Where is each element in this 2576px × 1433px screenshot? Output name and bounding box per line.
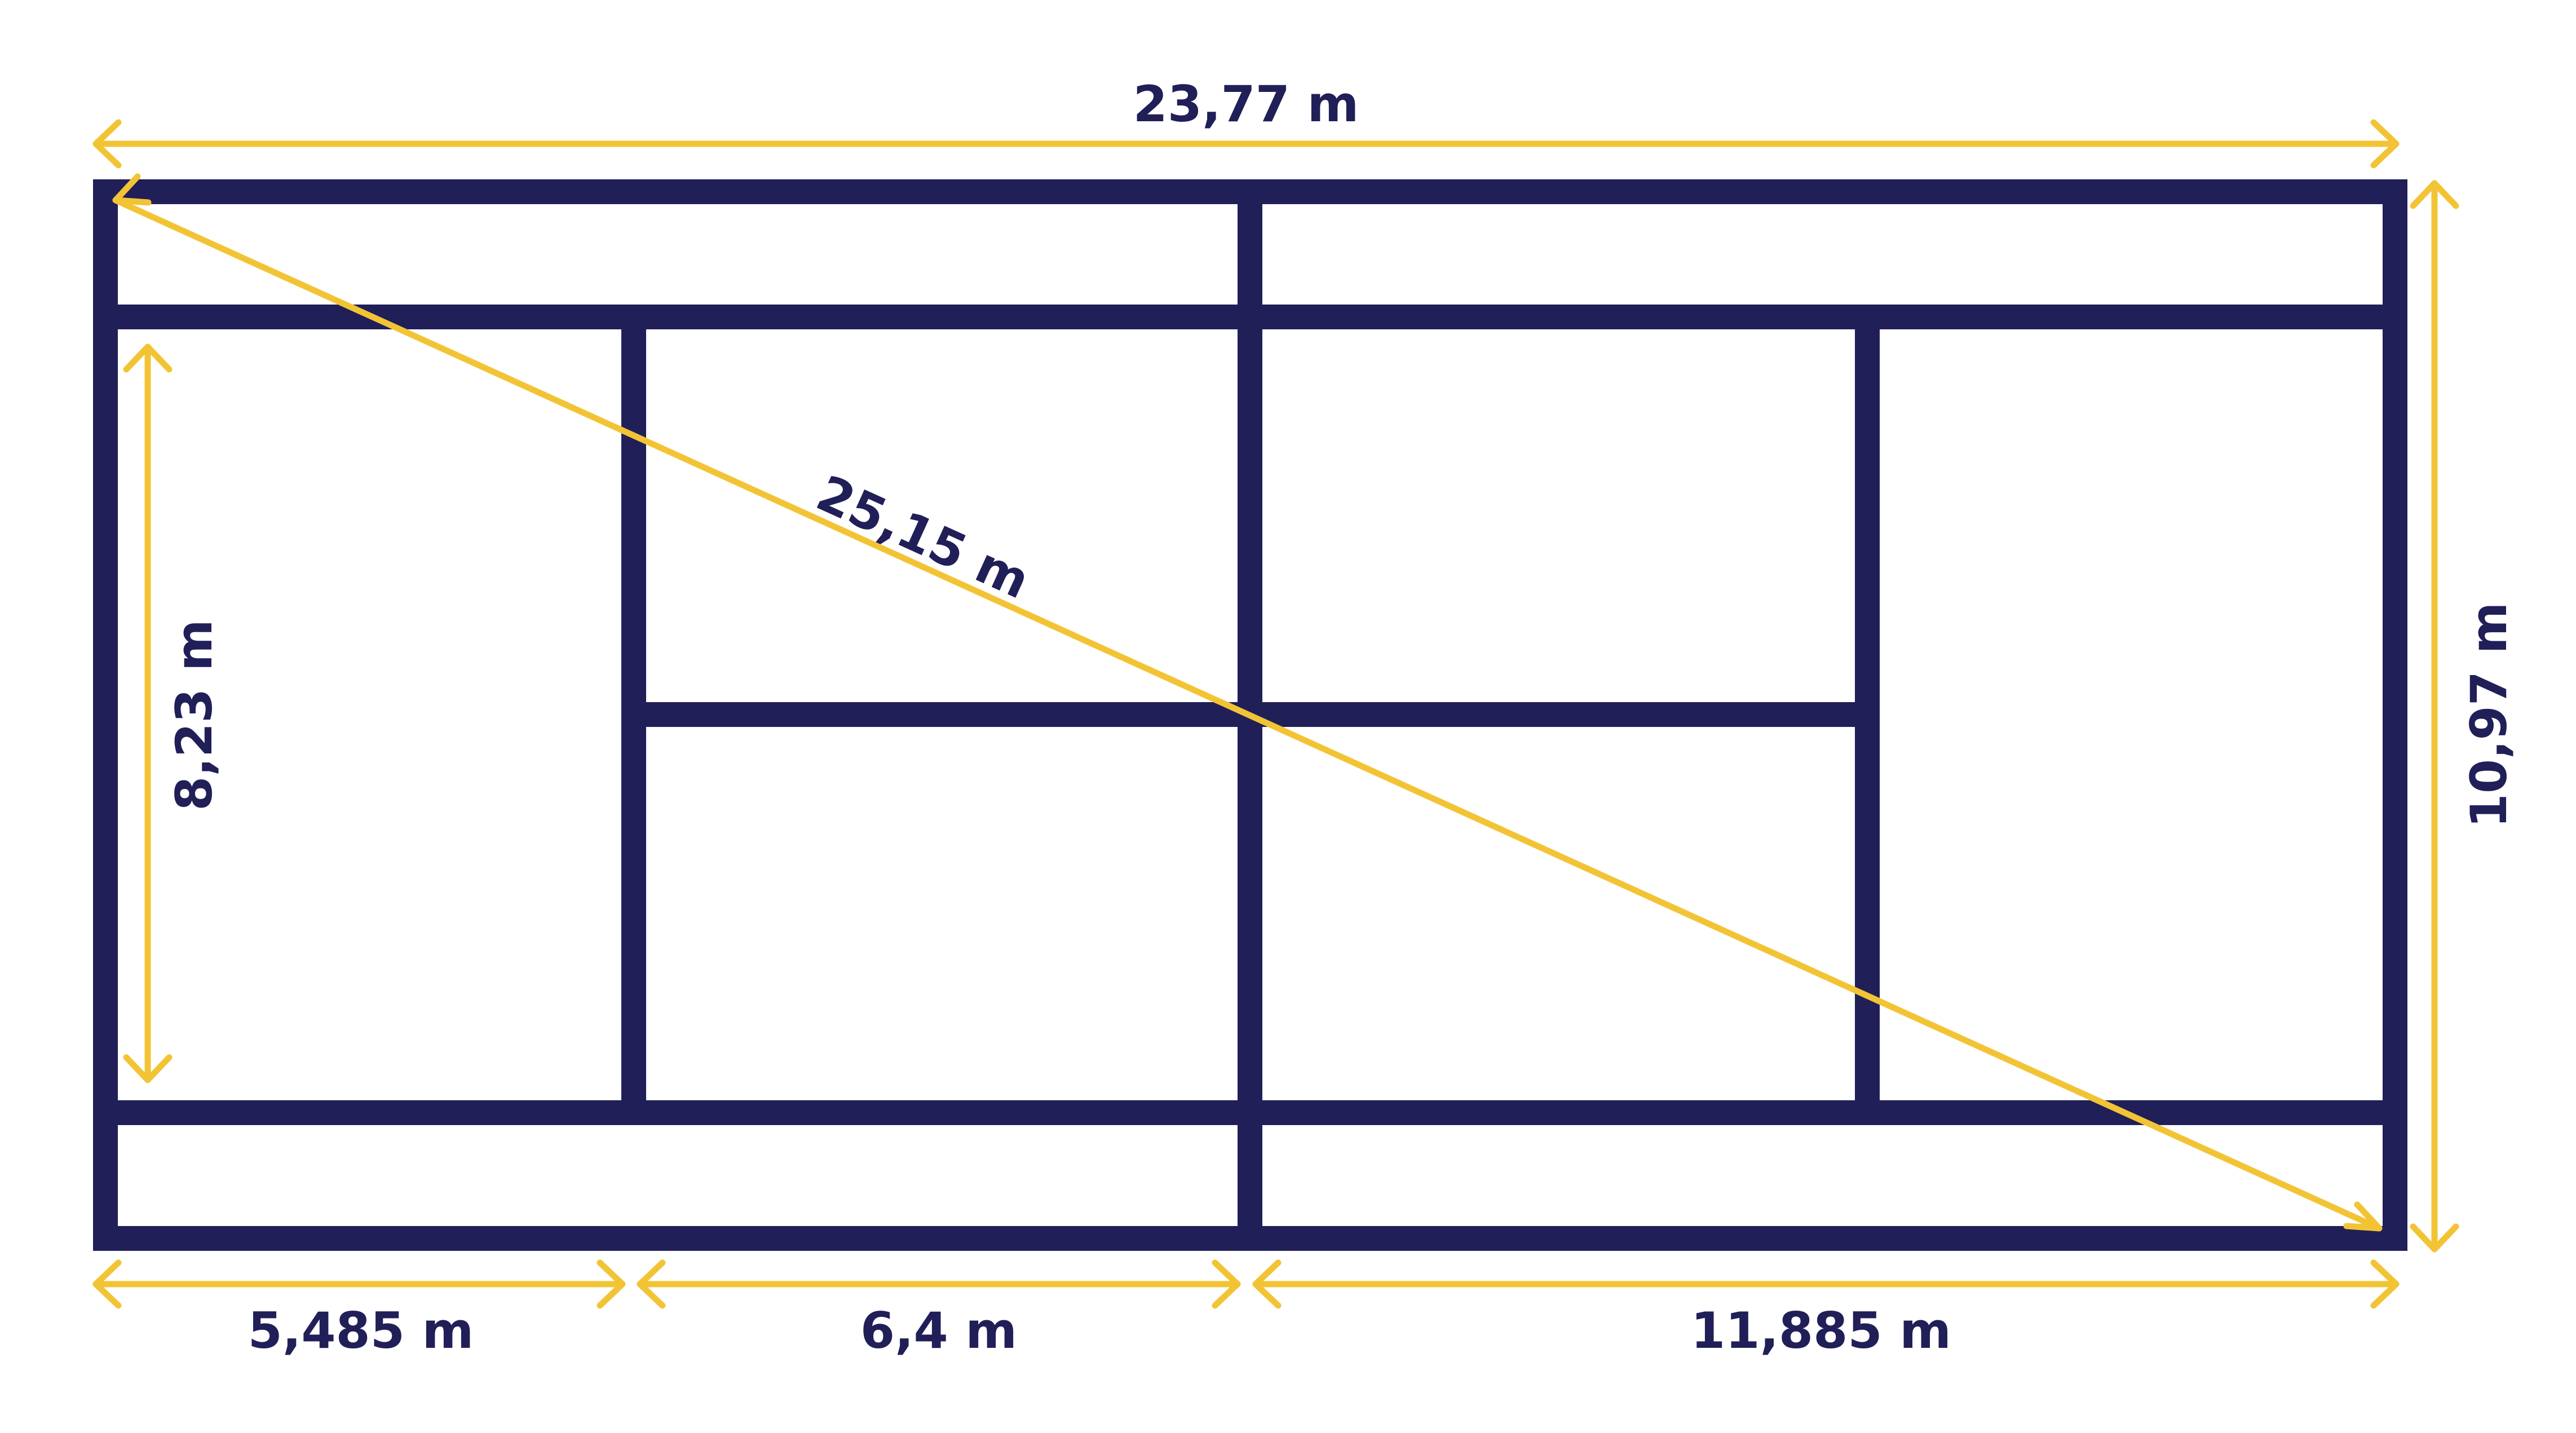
label-singles-width: 8,23 m bbox=[165, 619, 223, 810]
label-total-width: 10,97 m bbox=[2460, 602, 2518, 828]
arrow-diagonal bbox=[112, 173, 2383, 1232]
arrow-baseline-to-service-line bbox=[92, 1259, 626, 1309]
label-service-line-to-net: 6,4 m bbox=[860, 1302, 1017, 1360]
label-half-court-length: 11,885 m bbox=[1691, 1302, 1951, 1360]
arrow-service-line-to-net bbox=[637, 1259, 1241, 1309]
label-total-length: 23,77 m bbox=[1133, 75, 1359, 133]
label-diagonal: 25,15 m bbox=[808, 464, 1038, 610]
arrow-half-court-length bbox=[1252, 1259, 2400, 1309]
arrow-total-length bbox=[92, 119, 2400, 169]
dimension-arrows bbox=[92, 119, 2459, 1309]
label-baseline-to-service-line: 5,485 m bbox=[248, 1302, 474, 1360]
arrow-total-width bbox=[2410, 180, 2459, 1253]
court bbox=[93, 179, 2407, 1251]
arrow-singles-width bbox=[123, 343, 173, 1083]
